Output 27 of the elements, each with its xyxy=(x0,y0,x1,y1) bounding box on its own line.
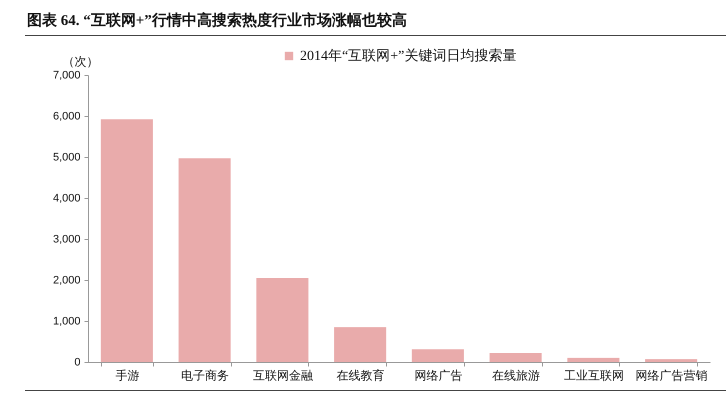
bar xyxy=(100,119,153,362)
y-tick-label: 0 xyxy=(74,356,80,368)
x-tick-label: 手游 xyxy=(115,368,140,382)
x-tick-label: 在线教育 xyxy=(336,368,385,382)
bar xyxy=(256,278,308,362)
y-tick-label: 6,000 xyxy=(52,110,80,122)
y-tick-label: 5,000 xyxy=(52,152,80,164)
y-axis-title: （次） xyxy=(62,54,98,68)
x-tick-label: 网络广告 xyxy=(414,368,462,382)
x-tick-label: 工业互联网 xyxy=(564,368,624,382)
chart-title: 图表 64. “互联网+”行情中高搜索热度行业市场涨幅也较高 xyxy=(27,11,407,30)
bar xyxy=(412,349,464,362)
y-tick-label: 4,000 xyxy=(52,192,80,204)
x-tick-label: 电子商务 xyxy=(181,368,230,382)
bar xyxy=(334,327,386,362)
legend-label: 2014年“互联网+”关键词日均搜索量 xyxy=(300,48,516,64)
x-tick-label: 互联网金融 xyxy=(252,368,313,382)
y-tick-label: 2,000 xyxy=(52,274,80,286)
x-tick-label: 网络广告营销 xyxy=(636,368,708,382)
bar xyxy=(490,352,542,362)
y-tick-label: 1,000 xyxy=(52,316,80,328)
x-tick-label: 在线旅游 xyxy=(492,368,540,382)
bar xyxy=(645,359,698,362)
y-tick-label: 7,000 xyxy=(52,70,80,82)
bar xyxy=(567,358,620,362)
bar xyxy=(178,158,231,362)
y-tick-label: 3,000 xyxy=(52,234,80,246)
